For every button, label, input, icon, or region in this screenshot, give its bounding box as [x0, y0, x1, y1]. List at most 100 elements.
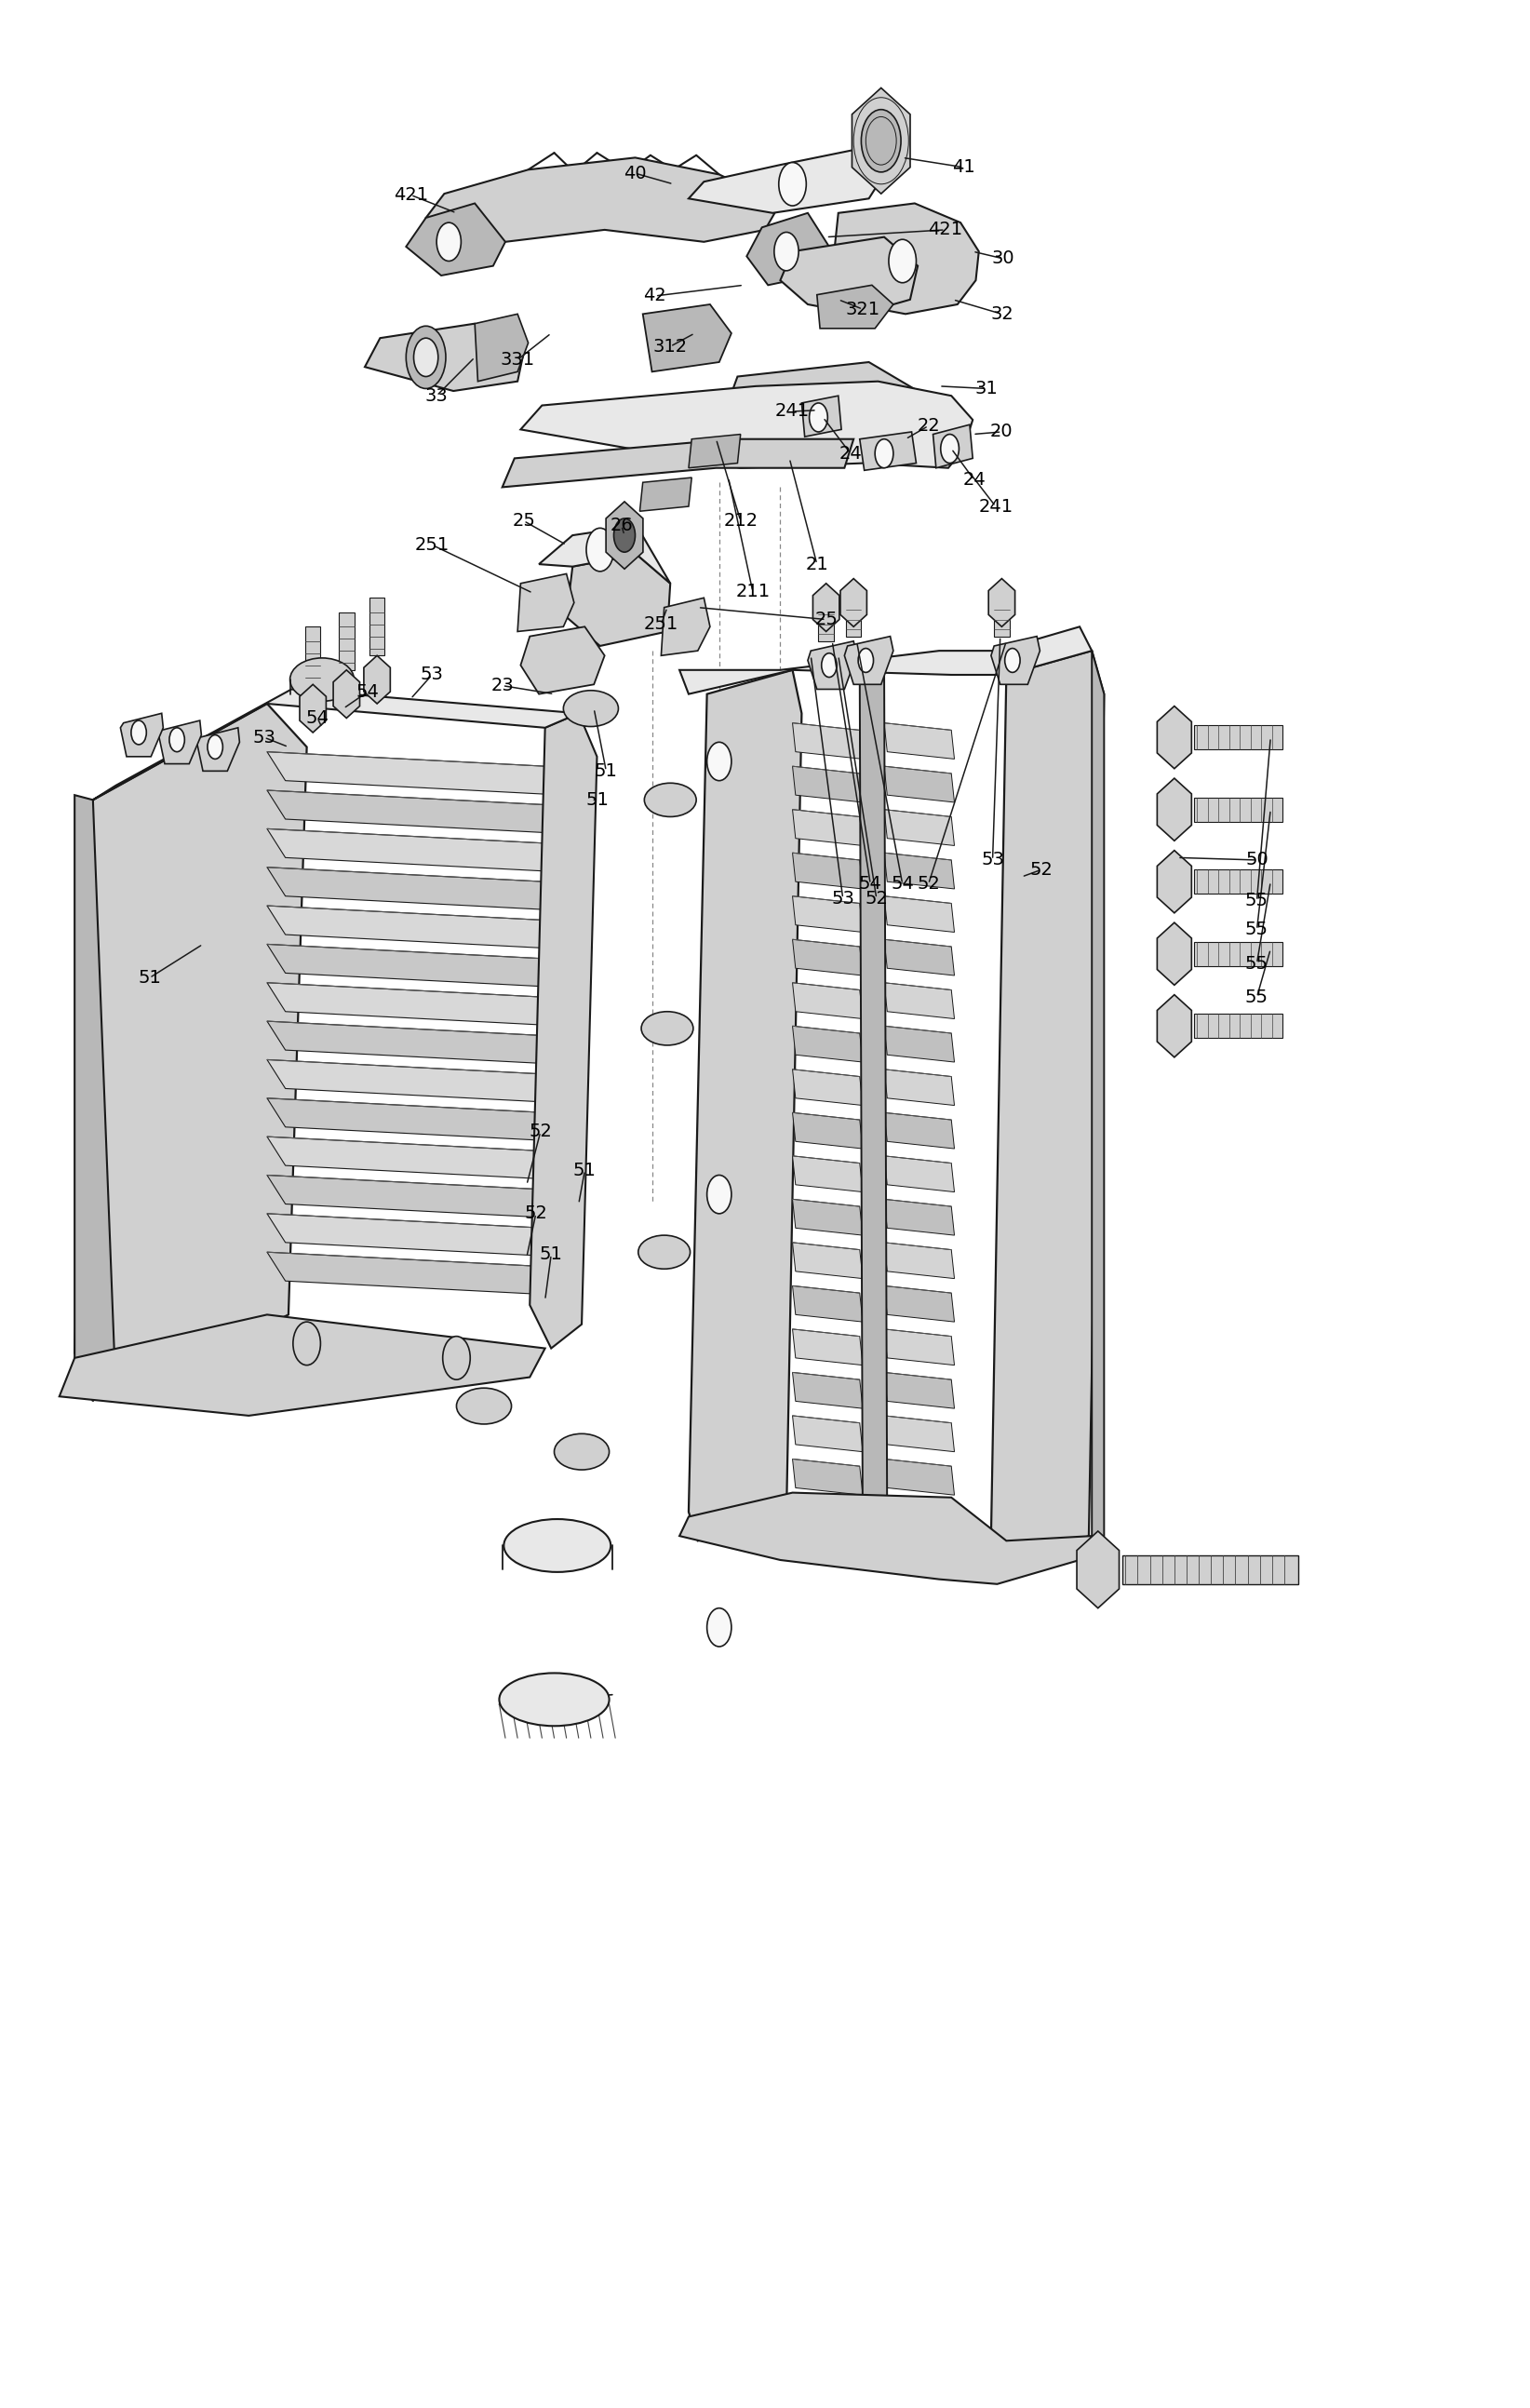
Polygon shape [793, 982, 863, 1019]
Polygon shape [793, 809, 863, 845]
Polygon shape [1092, 650, 1105, 1565]
Text: 54: 54 [306, 710, 329, 727]
Polygon shape [991, 636, 1040, 684]
Text: 41: 41 [952, 159, 975, 176]
Ellipse shape [638, 1235, 690, 1269]
Text: 21: 21 [805, 556, 828, 573]
Polygon shape [884, 1069, 955, 1105]
Polygon shape [884, 1416, 955, 1452]
Ellipse shape [291, 657, 353, 701]
Polygon shape [793, 1459, 863, 1495]
Bar [819, 607, 834, 641]
Polygon shape [845, 636, 894, 684]
Polygon shape [334, 669, 360, 718]
Polygon shape [780, 236, 918, 313]
Polygon shape [884, 852, 955, 889]
Polygon shape [474, 313, 528, 380]
Text: 331: 331 [500, 352, 535, 368]
Bar [1195, 725, 1282, 749]
Text: 53: 53 [421, 667, 444, 684]
Polygon shape [502, 438, 854, 486]
Polygon shape [793, 1069, 863, 1105]
Polygon shape [793, 1112, 863, 1149]
Text: 32: 32 [990, 306, 1013, 323]
Polygon shape [884, 1199, 955, 1235]
Polygon shape [405, 202, 505, 275]
Polygon shape [852, 87, 910, 193]
Polygon shape [268, 867, 563, 910]
Polygon shape [1157, 778, 1192, 840]
Bar [1195, 869, 1282, 893]
Polygon shape [802, 395, 842, 436]
Text: 25: 25 [814, 612, 837, 628]
Polygon shape [860, 431, 916, 470]
Ellipse shape [499, 1674, 609, 1727]
Bar [306, 626, 320, 684]
Polygon shape [679, 626, 1092, 694]
Polygon shape [1157, 922, 1192, 985]
Circle shape [413, 337, 438, 376]
Circle shape [707, 1609, 731, 1647]
Text: 54: 54 [890, 874, 913, 893]
Text: 251: 251 [415, 537, 450, 554]
Polygon shape [793, 1156, 863, 1192]
Circle shape [707, 742, 731, 780]
Polygon shape [268, 828, 563, 872]
Polygon shape [529, 713, 597, 1348]
Text: 52: 52 [864, 889, 887, 908]
Polygon shape [689, 144, 887, 212]
Polygon shape [793, 852, 863, 889]
Circle shape [774, 231, 799, 270]
Polygon shape [884, 939, 955, 975]
Polygon shape [793, 1243, 863, 1279]
Polygon shape [679, 1493, 1092, 1584]
Text: 55: 55 [1245, 987, 1268, 1007]
Text: 54: 54 [356, 684, 379, 701]
Text: 31: 31 [975, 380, 998, 397]
Polygon shape [643, 303, 731, 371]
Text: 23: 23 [491, 677, 514, 694]
Circle shape [707, 1175, 731, 1214]
Text: 52: 52 [529, 1122, 552, 1141]
Polygon shape [793, 722, 863, 759]
Polygon shape [884, 1243, 955, 1279]
Circle shape [132, 720, 147, 744]
Text: 421: 421 [393, 185, 428, 205]
Text: 52: 52 [1030, 860, 1053, 879]
Polygon shape [689, 433, 741, 467]
Text: 52: 52 [916, 874, 939, 893]
Polygon shape [812, 583, 840, 631]
Polygon shape [268, 1098, 563, 1141]
Polygon shape [793, 1373, 863, 1409]
Polygon shape [725, 361, 918, 433]
Bar [338, 612, 353, 669]
Text: 24: 24 [962, 472, 985, 489]
Text: 25: 25 [513, 513, 536, 530]
Polygon shape [268, 790, 563, 833]
Polygon shape [661, 597, 710, 655]
Text: 22: 22 [916, 417, 939, 436]
Polygon shape [93, 689, 578, 799]
Text: 51: 51 [574, 1161, 597, 1180]
Polygon shape [640, 477, 692, 510]
Circle shape [208, 734, 223, 759]
Text: 53: 53 [981, 850, 1004, 869]
Circle shape [875, 438, 894, 467]
Polygon shape [884, 809, 955, 845]
Circle shape [941, 433, 959, 462]
Ellipse shape [554, 1433, 609, 1469]
Polygon shape [793, 1329, 863, 1365]
Text: 40: 40 [624, 164, 647, 183]
Text: 51: 51 [540, 1245, 563, 1264]
Polygon shape [840, 578, 868, 626]
Polygon shape [884, 1329, 955, 1365]
Circle shape [779, 161, 806, 205]
Bar [1195, 1014, 1282, 1038]
Polygon shape [300, 684, 326, 732]
Text: 54: 54 [858, 874, 881, 893]
Polygon shape [425, 157, 780, 241]
Text: 241: 241 [776, 402, 809, 421]
Polygon shape [1157, 850, 1192, 913]
Polygon shape [517, 573, 574, 631]
Text: 51: 51 [138, 968, 161, 987]
